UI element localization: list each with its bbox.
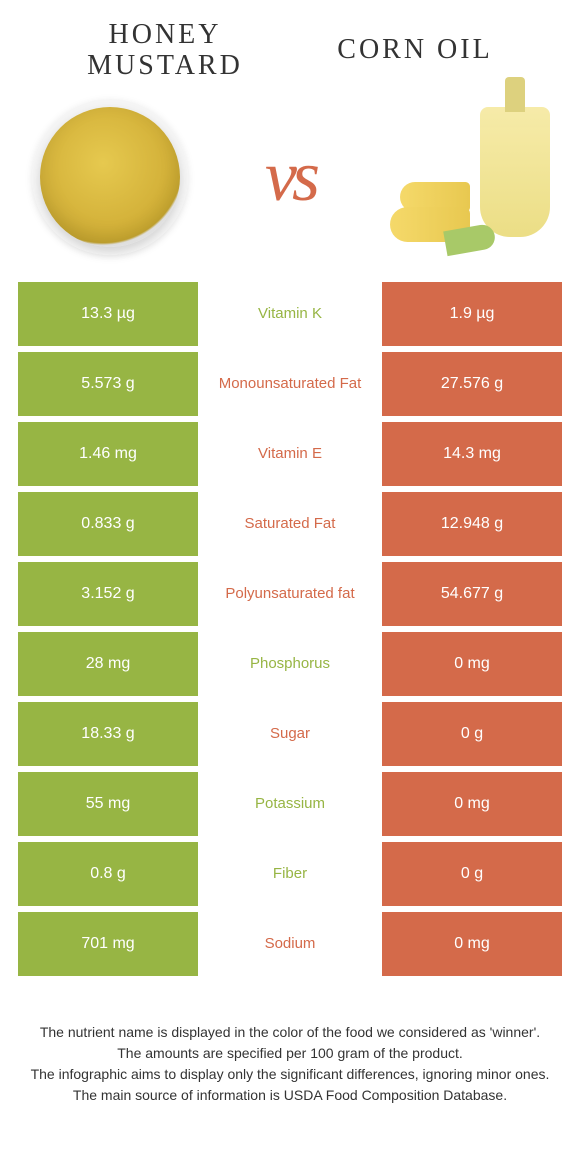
nutrient-label: Vitamin E: [198, 422, 382, 486]
nutrient-row: 0.8 gFiber0 g: [18, 842, 562, 906]
nutrient-label: Polyunsaturated fat: [198, 562, 382, 626]
nutrient-row: 55 mgPotassium0 mg: [18, 772, 562, 836]
right-value: 1.9 µg: [382, 282, 562, 346]
left-value: 701 mg: [18, 912, 198, 976]
left-value: 3.152 g: [18, 562, 198, 626]
left-value: 28 mg: [18, 632, 198, 696]
nutrient-row: 18.33 gSugar0 g: [18, 702, 562, 766]
right-value: 0 g: [382, 842, 562, 906]
nutrient-row: 13.3 µgVitamin K1.9 µg: [18, 282, 562, 346]
footer-line: The main source of information is USDA F…: [30, 1085, 550, 1106]
nutrient-row: 0.833 gSaturated Fat12.948 g: [18, 492, 562, 556]
nutrient-row: 1.46 mgVitamin E14.3 mg: [18, 422, 562, 486]
nutrient-label: Potassium: [198, 772, 382, 836]
footer-line: The nutrient name is displayed in the co…: [30, 1022, 550, 1043]
nutrient-row: 701 mgSodium0 mg: [18, 912, 562, 976]
vs-label: vs: [265, 135, 315, 218]
nutrient-label: Vitamin K: [198, 282, 382, 346]
nutrient-label: Saturated Fat: [198, 492, 382, 556]
right-food-image: [390, 97, 550, 257]
left-value: 0.8 g: [18, 842, 198, 906]
right-value: 54.677 g: [382, 562, 562, 626]
left-value: 13.3 µg: [18, 282, 198, 346]
nutrient-row: 28 mgPhosphorus0 mg: [18, 632, 562, 696]
left-food-image: [30, 97, 190, 257]
left-value: 55 mg: [18, 772, 198, 836]
left-value: 5.573 g: [18, 352, 198, 416]
left-food-title: HONEY MUSTARD: [40, 20, 290, 82]
footer-notes: The nutrient name is displayed in the co…: [0, 982, 580, 1106]
left-value: 0.833 g: [18, 492, 198, 556]
right-value: 14.3 mg: [382, 422, 562, 486]
left-value: 1.46 mg: [18, 422, 198, 486]
right-value: 0 g: [382, 702, 562, 766]
nutrient-label: Sodium: [198, 912, 382, 976]
nutrient-label: Phosphorus: [198, 632, 382, 696]
right-value: 27.576 g: [382, 352, 562, 416]
footer-line: The amounts are specified per 100 gram o…: [30, 1043, 550, 1064]
right-value: 0 mg: [382, 632, 562, 696]
right-food-title: CORN OIL: [290, 35, 540, 66]
nutrient-row: 5.573 gMonounsaturated Fat27.576 g: [18, 352, 562, 416]
nutrient-label: Sugar: [198, 702, 382, 766]
nutrient-label: Monounsaturated Fat: [198, 352, 382, 416]
left-value: 18.33 g: [18, 702, 198, 766]
nutrient-row: 3.152 gPolyunsaturated fat54.677 g: [18, 562, 562, 626]
right-value: 0 mg: [382, 912, 562, 976]
right-value: 0 mg: [382, 772, 562, 836]
nutrient-table: 13.3 µgVitamin K1.9 µg5.573 gMonounsatur…: [18, 282, 562, 976]
right-value: 12.948 g: [382, 492, 562, 556]
nutrient-label: Fiber: [198, 842, 382, 906]
footer-line: The infographic aims to display only the…: [30, 1064, 550, 1085]
